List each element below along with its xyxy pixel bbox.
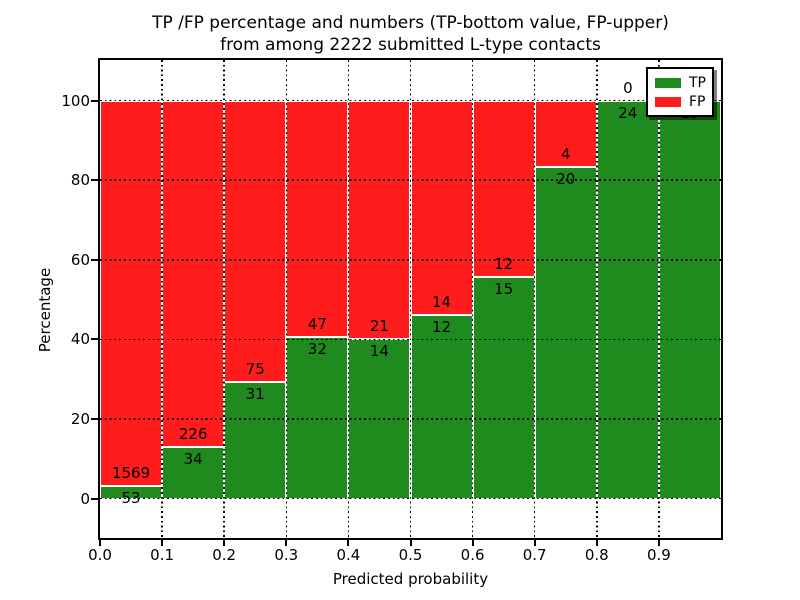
x-tick-label: 0.6 (460, 546, 485, 564)
y-tick-label: 100 (61, 91, 90, 110)
bar-segment-fp (534, 100, 597, 167)
x-tick-label: 0.2 (212, 546, 237, 564)
x-axis-tick (161, 540, 164, 546)
bar-segment-fp (472, 100, 535, 278)
grid-line-vertical (471, 60, 474, 538)
fp-count-label: 14 (432, 292, 452, 311)
plot-area: 1569532263475314732211414121215420024019… (36, 58, 723, 588)
x-axis-tick (471, 540, 474, 546)
y-axis-tick (91, 258, 98, 261)
grid-line-vertical (409, 60, 412, 538)
bar-segment-tp (410, 314, 473, 499)
x-tick-label: 0.1 (150, 546, 175, 564)
fp-count-label: 4 (560, 144, 571, 163)
x-tick-label: 0.3 (274, 546, 299, 564)
tp-count-label: 14 (369, 342, 389, 361)
x-axis-tick (657, 540, 660, 546)
tp-count-label: 53 (121, 488, 141, 507)
grid-line-horizontal (100, 179, 721, 181)
bar-segment-fp (410, 100, 473, 315)
y-axis-tick (91, 497, 98, 500)
fp-count-label: 47 (307, 315, 327, 334)
x-tick-label: 0.0 (88, 546, 112, 564)
fp-count-label: 12 (494, 255, 514, 274)
grid-line-vertical (223, 60, 225, 538)
x-tick-label: 0.8 (584, 546, 609, 564)
fp-count-label: 1569 (111, 463, 151, 482)
tp-count-label: 34 (183, 449, 203, 468)
chart-title-line2: from among 2222 submitted L-type contact… (220, 35, 601, 55)
legend-swatch-tp (655, 78, 681, 88)
fp-count-label: 226 (178, 424, 208, 443)
tp-count-label: 24 (618, 103, 638, 122)
y-axis-tick (91, 179, 98, 182)
x-axis-tick (595, 540, 598, 546)
x-axis-tick (347, 540, 350, 546)
grid-line-horizontal (100, 338, 721, 341)
x-axis-tick (285, 540, 288, 546)
grid-line-vertical (658, 60, 660, 538)
bar-segment-tp (534, 166, 597, 499)
x-tick-label: 0.9 (646, 546, 671, 564)
bar-segment-fp (162, 100, 225, 447)
y-axis-tick (91, 417, 98, 420)
y-axis-tick (91, 338, 98, 341)
chart-title: TP /FP percentage and numbers (TP-bottom… (100, 12, 721, 56)
grid-line-vertical (161, 60, 163, 538)
bar-segment-tp (472, 277, 535, 499)
fp-count-label: 75 (245, 360, 265, 379)
x-axis-tick (223, 540, 226, 546)
grid-line-vertical (347, 60, 350, 538)
grid-line-vertical (285, 60, 288, 538)
grid-line-vertical (596, 60, 598, 538)
x-axis-label: Predicted probability (332, 570, 489, 588)
bar-segment-tp (596, 100, 659, 499)
legend-label: TP (689, 75, 706, 91)
y-tick-label: 80 (70, 171, 90, 190)
fp-count-label: 0 (623, 78, 633, 97)
y-tick-label: 20 (70, 409, 90, 428)
x-axis-tick (99, 540, 101, 546)
y-tick-label: 40 (70, 330, 90, 349)
tp-count-label: 20 (556, 169, 576, 188)
legend-entry: FP (655, 94, 706, 110)
bar-segment-tp (658, 100, 721, 499)
fp-count-label: 21 (369, 317, 389, 336)
tp-count-label: 12 (432, 317, 452, 336)
y-tick-label: 0 (80, 489, 90, 508)
y-axis-tick (91, 99, 98, 102)
y-axis-label: Percentage (36, 267, 54, 353)
legend-label: FP (689, 94, 706, 110)
x-axis-tick (533, 540, 536, 546)
chart-title-line1: TP /FP percentage and numbers (TP-bottom… (152, 13, 669, 33)
y-tick-label: 60 (70, 250, 90, 269)
bar-segment-fp (348, 100, 411, 340)
x-tick-label: 0.4 (336, 546, 361, 564)
bar-segment-fp (286, 100, 349, 338)
grid-line-horizontal (100, 259, 721, 261)
legend: TP FP (646, 67, 714, 117)
x-tick-label: 0.5 (398, 546, 423, 564)
tp-count-label: 31 (245, 385, 265, 404)
grid-line-horizontal (100, 99, 721, 102)
tp-count-label: 15 (494, 280, 514, 299)
grid-line-vertical (533, 60, 536, 538)
legend-entry: TP (655, 75, 706, 91)
bar-segment-fp (100, 100, 163, 486)
grid-line-horizontal (100, 497, 721, 500)
x-axis-tick (409, 540, 412, 546)
x-tick-label: 0.7 (522, 546, 547, 564)
tp-count-label: 32 (307, 340, 327, 359)
legend-swatch-fp (655, 97, 681, 107)
grid-line-horizontal (100, 418, 721, 420)
